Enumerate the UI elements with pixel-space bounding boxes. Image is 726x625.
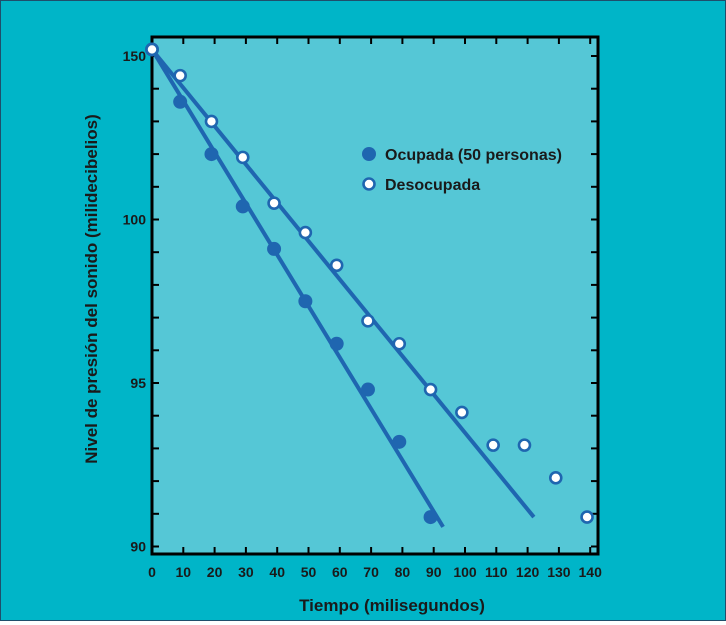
trend-line [150,48,445,528]
data-point [580,510,594,524]
x-tick-label: 130 [547,564,571,580]
x-tick-label: 100 [453,564,477,580]
x-tick-label: 60 [332,564,348,580]
legend-marker [362,147,376,161]
x-tick-label: 0 [148,564,156,580]
data-point [361,314,375,328]
legend-label: Desocupada [385,177,480,194]
x-tick-label: 20 [207,564,223,580]
data-point [145,42,159,57]
x-tick-label: 10 [176,564,192,580]
data-point [267,241,282,256]
data-point [173,94,188,109]
legend-label: Ocupada (50 personas) [385,147,562,164]
x-tick-label: 40 [269,564,285,580]
legend-marker [362,177,376,191]
data-point [329,336,344,351]
data-point [235,150,250,165]
data-points [145,42,594,525]
data-point [486,438,500,452]
axis-tick-labels: 0 10 20 30 40 50 60 70 80 90 100 110 120 130 140 90 95 10… [123,48,602,580]
x-tick-label: 50 [301,564,317,580]
data-point [298,294,313,309]
data-point [360,382,375,397]
data-point [392,434,407,449]
data-point [548,471,563,485]
y-tick-label: 90 [130,539,146,555]
x-tick-label: 110 [485,564,508,580]
x-tick-label: 70 [363,564,379,580]
data-point [423,382,438,397]
data-point [298,225,313,240]
x-tick-label: 30 [238,564,254,580]
plot-area [150,35,600,556]
trend-lines [150,48,536,528]
y-tick-label: 150 [123,48,147,64]
x-tick-label: 90 [426,564,442,580]
data-point [455,405,469,420]
y-axis-label: Nivel de presión del sonido (milidecibel… [82,114,101,464]
legend: Ocupada (50 personas) Desocupada [362,147,562,194]
data-point [423,510,438,525]
x-axis-label: Tiempo (milisegundos) [299,596,485,615]
data-point [204,147,219,162]
x-tick-label: 140 [579,564,603,580]
trend-line [150,48,536,519]
data-point [235,199,250,214]
data-point [329,258,344,273]
data-point [204,114,219,129]
data-point [267,196,281,210]
data-point [517,438,532,452]
data-point [173,68,187,83]
x-tick-label: 120 [516,564,540,580]
y-tick-label: 100 [123,212,147,228]
x-tick-label: 80 [395,564,411,580]
y-tick-label: 95 [130,375,146,391]
data-point [392,336,407,351]
